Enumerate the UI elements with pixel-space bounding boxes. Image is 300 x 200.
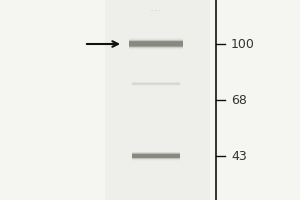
Bar (129, 45, 183, 46)
Bar (105, 0, 210, 200)
Bar (132, 159, 180, 160)
Text: - - -: - - - (151, 7, 161, 12)
Bar (132, 155, 180, 156)
Bar (132, 157, 180, 158)
Text: 43: 43 (231, 150, 247, 162)
Bar (129, 41, 183, 42)
Bar (129, 43, 183, 44)
Bar (132, 154, 180, 155)
Bar (132, 153, 180, 154)
Bar (129, 39, 183, 40)
Bar (132, 152, 180, 153)
Bar (129, 47, 183, 48)
Bar (129, 48, 183, 49)
Bar (132, 158, 180, 159)
Text: 68: 68 (231, 94, 247, 106)
Bar (129, 38, 183, 39)
Bar (129, 46, 183, 47)
Bar (129, 44, 183, 45)
Bar (129, 42, 183, 43)
Bar (132, 156, 180, 157)
Bar (129, 40, 183, 41)
Text: 100: 100 (231, 38, 255, 50)
